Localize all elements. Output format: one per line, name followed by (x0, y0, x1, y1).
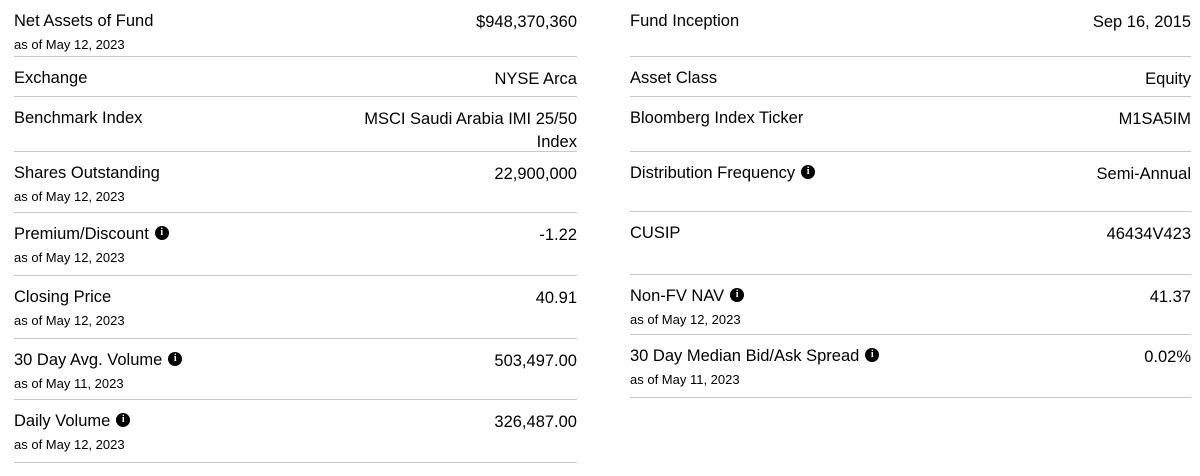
info-icon-glyph: i (160, 227, 164, 238)
row-non-fv-nav: Non-FV NAV i as of May 12, 2023 41.37 (630, 275, 1191, 335)
row-30-day-avg-volume: 30 Day Avg. Volume i as of May 11, 2023 … (14, 339, 577, 400)
row-closing-price: Closing Price as of May 12, 2023 40.91 (14, 276, 577, 339)
row-label-group: Benchmark Index (14, 108, 142, 129)
row-benchmark-index: Benchmark Index MSCI Saudi Arabia IMI 25… (14, 97, 577, 152)
as-of-date: as of May 12, 2023 (14, 37, 125, 52)
info-icon[interactable]: i (154, 225, 169, 240)
row-label: 30 Day Avg. Volume (14, 351, 163, 369)
row-label: Shares Outstanding (14, 164, 160, 182)
row-label-group: CUSIP (630, 223, 680, 244)
as-of-date: as of May 12, 2023 (14, 313, 125, 328)
row-label: CUSIP (630, 224, 681, 242)
row-label-group: Premium/Discount i as of May 12, 2023 (14, 224, 169, 266)
info-icon-glyph: i (735, 289, 739, 300)
as-of-date: as of May 12, 2023 (630, 312, 741, 327)
fund-details-right-column: Fund Inception Sep 16, 2015 Asset Class … (630, 0, 1191, 463)
row-label-group: Exchange (14, 68, 87, 89)
row-30-day-median-bid-ask-spread: 30 Day Median Bid/Ask Spread i as of May… (630, 335, 1191, 398)
row-distribution-frequency: Distribution Frequency i Semi-Annual (630, 152, 1191, 212)
row-label-group: Net Assets of Fund as of May 12, 2023 (14, 11, 153, 53)
row-label: Fund Inception (630, 12, 740, 30)
info-icon-glyph: i (870, 349, 874, 360)
row-value: $948,370,360 (476, 13, 577, 31)
info-icon[interactable]: i (168, 351, 183, 366)
row-value: 22,900,000 (494, 165, 577, 183)
row-label-group: Bloomberg Index Ticker (630, 108, 803, 129)
row-shares-outstanding: Shares Outstanding as of May 12, 2023 22… (14, 152, 577, 213)
row-label: Exchange (14, 69, 88, 87)
row-cusip: CUSIP 46434V423 (630, 212, 1191, 275)
row-value: -1.22 (539, 226, 577, 244)
row-exchange: Exchange NYSE Arca (14, 57, 577, 97)
info-icon[interactable]: i (801, 164, 816, 179)
row-label-group: Distribution Frequency i (630, 163, 816, 184)
row-label-group: Shares Outstanding as of May 12, 2023 (14, 163, 160, 205)
row-fund-inception: Fund Inception Sep 16, 2015 (630, 0, 1191, 57)
row-value: NYSE Arca (494, 70, 577, 88)
row-value: 326,487.00 (494, 413, 577, 431)
row-label: Bloomberg Index Ticker (630, 109, 804, 127)
info-icon[interactable]: i (865, 347, 880, 362)
row-label: Closing Price (14, 288, 112, 306)
row-label-group: Daily Volume i as of May 12, 2023 (14, 411, 131, 453)
row-label: Net Assets of Fund (14, 12, 154, 30)
fund-details-left-column: Net Assets of Fund as of May 12, 2023 $9… (14, 0, 577, 463)
row-label-group: 30 Day Avg. Volume i as of May 11, 2023 (14, 350, 183, 392)
row-label: 30 Day Median Bid/Ask Spread (630, 347, 860, 365)
info-icon-glyph: i (121, 414, 125, 425)
row-bloomberg-index-ticker: Bloomberg Index Ticker M1SA5IM (630, 97, 1191, 152)
row-value: 0.02% (1144, 348, 1191, 366)
row-value: Semi-Annual (1096, 165, 1191, 183)
row-label: Premium/Discount (14, 225, 149, 243)
row-value: Sep 16, 2015 (1092, 13, 1191, 31)
row-label: Distribution Frequency (630, 164, 796, 182)
info-icon[interactable]: i (116, 412, 131, 427)
row-label: Benchmark Index (14, 109, 143, 127)
as-of-date: as of May 12, 2023 (14, 437, 125, 452)
row-value: 41.37 (1149, 288, 1191, 306)
row-label-group: Closing Price as of May 12, 2023 (14, 287, 125, 329)
row-asset-class: Asset Class Equity (630, 57, 1191, 97)
as-of-date: as of May 11, 2023 (14, 376, 124, 391)
row-value: 503,497.00 (494, 352, 577, 370)
fund-details-table: Net Assets of Fund as of May 12, 2023 $9… (14, 0, 1191, 463)
row-daily-volume: Daily Volume i as of May 12, 2023 326,48… (14, 400, 577, 463)
row-label-group: 30 Day Median Bid/Ask Spread i as of May… (630, 346, 880, 388)
info-icon[interactable]: i (730, 287, 745, 302)
info-icon-glyph: i (806, 166, 810, 177)
row-value: 40.91 (535, 289, 577, 307)
row-label: Non-FV NAV (630, 287, 725, 305)
row-value: MSCI Saudi Arabia IMI 25/50 Index (364, 110, 577, 151)
info-icon-glyph: i (173, 353, 177, 364)
row-value: M1SA5IM (1118, 110, 1191, 128)
row-value: Equity (1145, 70, 1191, 88)
row-label-group: Fund Inception (630, 11, 739, 32)
row-net-assets-of-fund: Net Assets of Fund as of May 12, 2023 $9… (14, 0, 577, 57)
row-premium-discount: Premium/Discount i as of May 12, 2023 -1… (14, 213, 577, 276)
as-of-date: as of May 12, 2023 (14, 189, 125, 204)
row-label-group: Asset Class (630, 68, 717, 89)
row-label-group: Non-FV NAV i as of May 12, 2023 (630, 286, 745, 328)
as-of-date: as of May 12, 2023 (14, 250, 125, 265)
row-value: 46434V423 (1106, 225, 1191, 243)
as-of-date: as of May 11, 2023 (630, 372, 740, 387)
row-label: Daily Volume (14, 412, 111, 430)
row-label: Asset Class (630, 69, 718, 87)
